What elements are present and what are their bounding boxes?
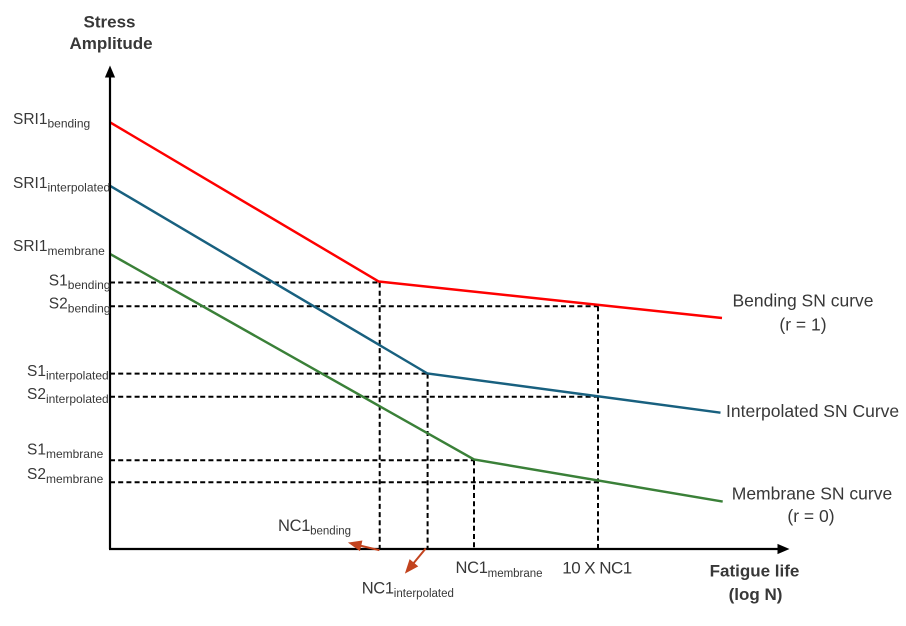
svg-text:(r = 1): (r = 1) bbox=[779, 315, 826, 335]
svg-text:SRI1membrane: SRI1membrane bbox=[13, 238, 105, 258]
svg-text:Membrane SN curve: Membrane SN curve bbox=[732, 484, 892, 504]
svg-text:S1interpolated: S1interpolated bbox=[27, 363, 109, 383]
svg-text:S1membrane: S1membrane bbox=[27, 441, 104, 461]
svg-text:Fatigue life: Fatigue life bbox=[710, 562, 800, 581]
svg-text:Stress: Stress bbox=[84, 13, 136, 32]
svg-text:(r = 0): (r = 0) bbox=[787, 506, 834, 526]
svg-text:SRI1bending: SRI1bending bbox=[13, 111, 90, 131]
svg-text:Bending SN curve: Bending SN curve bbox=[732, 291, 873, 311]
svg-text:S2interpolated: S2interpolated bbox=[27, 386, 109, 406]
svg-text:S1bending: S1bending bbox=[49, 272, 111, 292]
svg-text:10 X NC1: 10 X NC1 bbox=[562, 559, 631, 578]
svg-text:(log N): (log N) bbox=[729, 585, 783, 604]
svg-text:S2membrane: S2membrane bbox=[27, 466, 104, 486]
svg-text:SRI1interpolated: SRI1interpolated bbox=[13, 175, 110, 195]
svg-text:Amplitude: Amplitude bbox=[69, 34, 152, 53]
svg-text:S2bending: S2bending bbox=[49, 296, 111, 316]
svg-text:Interpolated SN Curve: Interpolated SN Curve bbox=[726, 401, 899, 421]
